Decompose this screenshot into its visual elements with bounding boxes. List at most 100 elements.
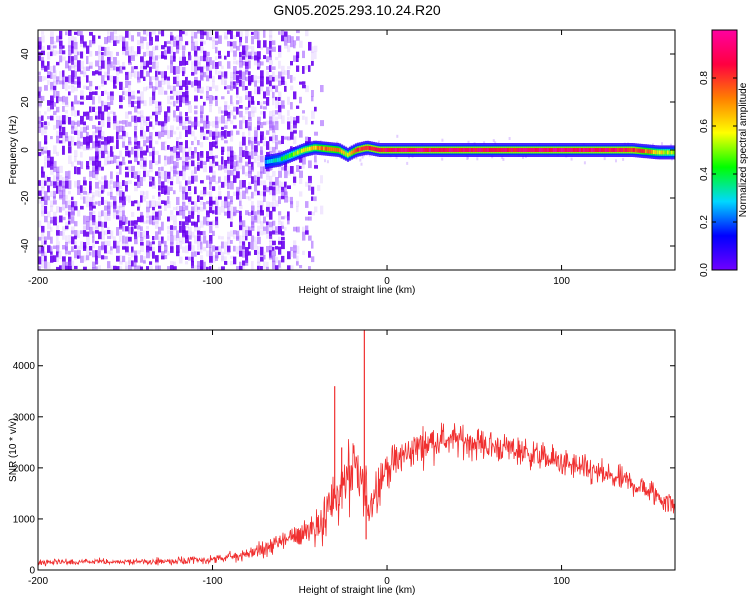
- heatmap-noise-cell: [50, 105, 53, 109]
- heatmap-noise-cell: [182, 155, 185, 164]
- heatmap-noise-cell: [215, 62, 219, 69]
- heatmap-noise-cell: [101, 210, 104, 217]
- heatmap-noise-cell: [254, 190, 257, 196]
- heatmap-noise-cell: [179, 66, 182, 73]
- heatmap-noise-cell: [155, 261, 159, 269]
- heatmap-noise-cell: [293, 136, 297, 145]
- heatmap-noise-cell: [206, 266, 209, 270]
- heatmap-noise-cell: [47, 195, 50, 201]
- heatmap-noise-cell: [251, 176, 254, 184]
- heatmap-noise-cell: [230, 120, 234, 125]
- heatmap-noise-cell: [80, 31, 83, 37]
- heatmap-noise-cell: [281, 81, 285, 85]
- heatmap-noise-cell: [164, 115, 168, 124]
- heatmap-noise-cell: [125, 111, 129, 119]
- heatmap-noise-cell: [110, 185, 113, 194]
- heatmap-noise-cell: [110, 95, 114, 101]
- heatmap-noise-cell: [65, 115, 69, 124]
- heatmap-scatter-cell: [360, 162, 363, 166]
- heatmap-noise-cell: [62, 232, 65, 240]
- heatmap-noise-cell: [269, 111, 273, 119]
- heatmap-noise-cell: [194, 265, 198, 270]
- heatmap-noise-cell: [137, 96, 141, 102]
- heatmap-noise-cell: [185, 256, 189, 260]
- heatmap-noise-cell: [164, 111, 168, 117]
- heatmap-noise-cell: [308, 180, 312, 185]
- heatmap-noise-cell: [197, 195, 200, 202]
- heatmap-noise-cell: [89, 40, 92, 48]
- heatmap-noise-cell: [158, 201, 161, 210]
- heatmap-noise-cell: [170, 225, 173, 230]
- heatmap-noise-cell: [191, 231, 195, 238]
- heatmap-noise-cell: [38, 195, 42, 204]
- heatmap-noise-cell: [101, 111, 105, 121]
- heatmap-noise-cell: [242, 165, 245, 175]
- heatmap-noise-cell: [164, 245, 168, 252]
- heatmap-noise-cell: [116, 140, 119, 149]
- heatmap-noise-cell: [50, 66, 54, 72]
- heatmap-noise-cell: [71, 46, 74, 54]
- heatmap-noise-cell: [131, 171, 134, 178]
- heatmap-noise-cell: [101, 185, 105, 193]
- heatmap-noise-cell: [215, 255, 218, 261]
- heatmap-noise-cell: [119, 95, 123, 102]
- heatmap-noise-cell: [242, 136, 246, 146]
- heatmap-noise-cell: [116, 241, 120, 248]
- heatmap-noise-cell: [278, 101, 281, 107]
- heatmap-noise-cell: [62, 180, 65, 188]
- heatmap-noise-cell: [293, 76, 296, 81]
- heatmap-noise-cell: [107, 111, 110, 119]
- heatmap-noise-cell: [134, 95, 137, 99]
- heatmap-band-core: [276, 157, 280, 162]
- heatmap-noise-cell: [92, 205, 96, 209]
- heatmap-band-core: [542, 148, 546, 152]
- heatmap-noise-cell: [218, 55, 222, 59]
- heatmap-noise-cell: [146, 201, 150, 209]
- heatmap-noise-cell: [110, 251, 113, 255]
- heatmap-noise-cell: [185, 216, 189, 225]
- heatmap-noise-cell: [221, 65, 224, 70]
- heatmap-noise-cell: [197, 251, 200, 255]
- heatmap-noise-cell: [38, 100, 42, 107]
- heatmap-noise-cell: [137, 161, 140, 165]
- heatmap-noise-cell: [104, 150, 108, 155]
- heatmap-noise-cell: [149, 215, 153, 225]
- heatmap-noise-cell: [194, 50, 198, 57]
- heatmap-noise-cell: [128, 55, 131, 64]
- heatmap-noise-cell: [218, 235, 221, 240]
- heatmap-noise-cell: [65, 110, 68, 114]
- heatmap-noise-cell: [230, 205, 233, 213]
- heatmap-noise-cell: [47, 150, 51, 158]
- heatmap-noise-cell: [98, 85, 101, 90]
- heatmap-noise-cell: [269, 40, 272, 49]
- heatmap-noise-cell: [176, 196, 180, 205]
- heatmap-noise-cell: [215, 66, 218, 75]
- heatmap-noise-cell: [62, 195, 66, 205]
- heatmap-noise-cell: [221, 76, 224, 85]
- heatmap-noise-cell: [128, 80, 132, 86]
- heatmap-band-core: [446, 148, 450, 152]
- heatmap-noise-cell: [200, 111, 203, 118]
- heatmap-noise-cell: [263, 111, 266, 119]
- heatmap-noise-cell: [173, 215, 177, 222]
- heatmap-noise-cell: [239, 56, 243, 63]
- heatmap-noise-cell: [95, 135, 98, 143]
- heatmap-noise-cell: [77, 180, 81, 189]
- heatmap-noise-cell: [248, 171, 252, 178]
- heatmap-noise-cell: [149, 165, 153, 173]
- heatmap-noise-cell: [38, 86, 42, 92]
- heatmap-noise-cell: [236, 266, 240, 270]
- heatmap-noise-cell: [158, 236, 162, 243]
- heatmap-noise-cell: [80, 191, 83, 196]
- heatmap-noise-cell: [122, 200, 125, 207]
- heatmap-noise-cell: [197, 152, 200, 161]
- heatmap-noise-cell: [50, 51, 53, 57]
- heatmap-noise-cell: [206, 200, 210, 205]
- heatmap-band-core: [386, 148, 390, 152]
- heatmap-noise-cell: [239, 156, 243, 163]
- heatmap-noise-cell: [293, 55, 297, 62]
- heatmap-noise-cell: [116, 205, 120, 213]
- heatmap-noise-cell: [290, 36, 294, 42]
- heatmap-noise-cell: [44, 121, 47, 126]
